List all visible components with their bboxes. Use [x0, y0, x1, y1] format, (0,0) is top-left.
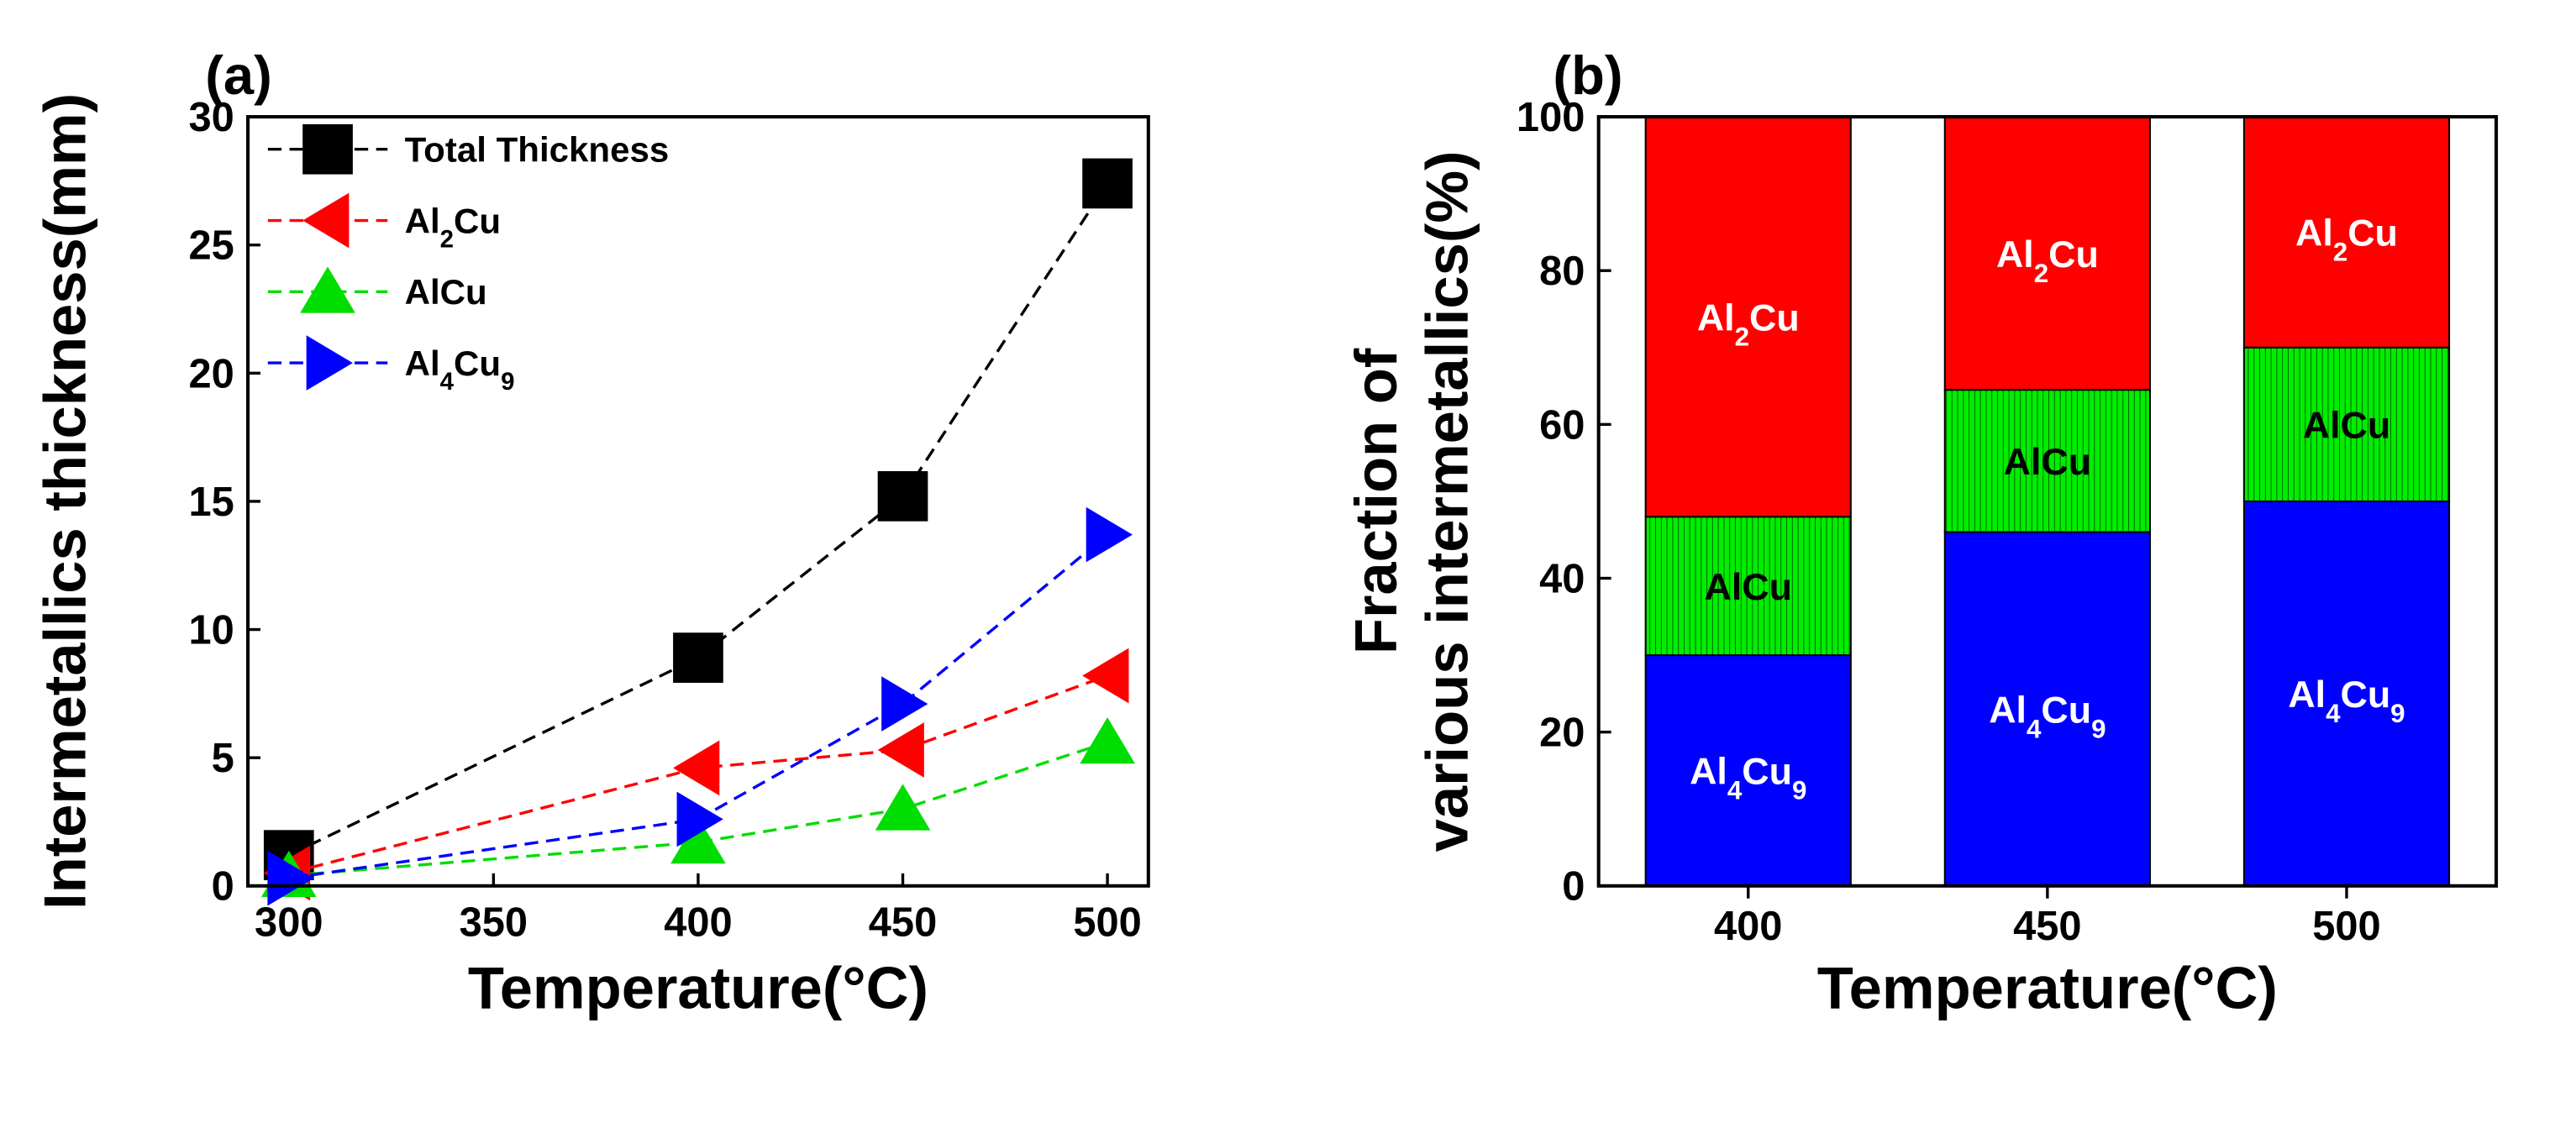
legend-marker-AlCu — [300, 266, 355, 313]
bar-segment-Al4Cu9-400 — [1644, 654, 1852, 887]
x-tick-label: 450 — [2013, 904, 2081, 949]
x-tick-label: 350 — [460, 900, 528, 945]
legend-label-Total Thickness: Total Thickness — [405, 130, 670, 170]
bar-label-AlCu-500: AlCu — [2303, 405, 2390, 447]
series-line-Al2Cu — [288, 674, 1108, 875]
panel-b-stacked-bar-chart: (b) Al4Cu9 AlCu Al2Cu Al4Cu9 AlCu Al2Cu Al4Cu9 A… — [1343, 45, 2499, 1021]
bar-segment-Al2Cu-500 — [2242, 116, 2451, 349]
data-point-AlCu-500 — [1080, 717, 1135, 764]
plot-frame-b — [1596, 115, 2499, 888]
bar-label-Al4Cu9-400: Al4Cu9 — [1690, 751, 1806, 805]
legend-marker-Al4Cu9 — [306, 335, 353, 391]
y-axis-title-b-line: Fraction of — [1343, 348, 1409, 654]
y-tick-label: 25 — [188, 223, 234, 269]
y-tick-label: 15 — [188, 480, 234, 525]
panel-a-line-chart: (a) 0 5 10 15 20 25 30 300 350 400 450 500 Total Thic… — [32, 45, 1150, 1021]
bar-segment-AlCu-450 — [1943, 389, 2151, 533]
legend: Total Thickness Al2Cu AlCu Al4Cu9 — [267, 123, 670, 396]
legend-marker-Total Thickness — [302, 123, 353, 175]
y-tick-label: 30 — [188, 95, 234, 140]
data-point-Al2Cu-450 — [877, 722, 924, 778]
bar-segment-Al2Cu-400 — [1644, 116, 1852, 518]
data-point-Al4Cu9-300 — [267, 850, 314, 906]
data-point-Total Thickness-450 — [877, 470, 928, 522]
y-tick-label: 60 — [1539, 402, 1585, 448]
data-point-Al2Cu-400 — [673, 740, 720, 796]
bar-label-Al4Cu9-500: Al4Cu9 — [2288, 674, 2405, 727]
x-axis-title-a: Temperature(°C) — [468, 955, 928, 1021]
bar-segment-AlCu-400 — [1644, 516, 1852, 657]
y-axis-title-a: Intermetallics thickness(mm) — [32, 93, 98, 910]
y-axis-title-b-line: various intermetallics(%) — [1414, 150, 1480, 852]
data-point-Total Thickness-500 — [1082, 158, 1133, 209]
x-tick-label: 400 — [1714, 904, 1782, 949]
y-tick-label: 20 — [188, 351, 234, 396]
legend-label-AlCu: AlCu — [405, 272, 487, 312]
y-tick-label: 20 — [1539, 711, 1585, 756]
series-line-AlCu — [288, 741, 1108, 878]
y-tick-label: 5 — [212, 736, 234, 781]
legend-label-Al2Cu: Al2Cu — [405, 201, 502, 253]
bar-segment-Al2Cu-450 — [1943, 116, 2151, 391]
series-line-Al4Cu9 — [288, 533, 1109, 880]
y-tick-label: 0 — [1562, 864, 1585, 910]
data-point-Al4Cu9-500 — [1086, 506, 1133, 563]
data-point-Al4Cu9-400 — [676, 791, 723, 847]
bar-label-Al2Cu-400: Al2Cu — [1697, 296, 1800, 351]
y-tick-label: 80 — [1539, 249, 1585, 294]
y-tick-label: 0 — [212, 864, 234, 910]
x-tick-label: 500 — [1073, 900, 1141, 945]
y-tick-label: 100 — [1517, 95, 1585, 140]
bar-segment-Al4Cu9-500 — [2242, 500, 2451, 887]
legend-marker-Al2Cu — [302, 192, 350, 249]
x-tick-label: 400 — [664, 900, 732, 945]
series-line-Total Thickness — [288, 182, 1109, 857]
x-tick-label: 300 — [255, 900, 323, 945]
legend-label-Al4Cu9: Al4Cu9 — [405, 344, 515, 396]
x-tick-label: 500 — [2312, 904, 2380, 949]
data-point-Al4Cu9-450 — [881, 676, 928, 732]
data-point-AlCu-450 — [875, 784, 931, 831]
bar-label-AlCu-450: AlCu — [2004, 441, 2091, 483]
x-axis-title-b: Temperature(°C) — [1817, 955, 2278, 1021]
y-tick-label: 10 — [188, 608, 234, 653]
panel-label-b: (b) — [1553, 45, 1622, 106]
plot-frame-a — [246, 115, 1150, 888]
data-point-Al2Cu-500 — [1082, 648, 1129, 704]
data-point-AlCu-400 — [670, 817, 726, 864]
bar-label-AlCu-400: AlCu — [1705, 566, 1792, 608]
data-point-Total Thickness-400 — [673, 632, 723, 683]
x-tick-label: 450 — [869, 900, 937, 945]
y-tick-label: 40 — [1539, 556, 1585, 601]
bar-label-Al4Cu9-450: Al4Cu9 — [1989, 689, 2105, 743]
bar-label-Al2Cu-500: Al2Cu — [2295, 212, 2398, 266]
bar-label-Al2Cu-450: Al2Cu — [1996, 233, 2099, 288]
panel-label-a: (a) — [205, 45, 272, 106]
